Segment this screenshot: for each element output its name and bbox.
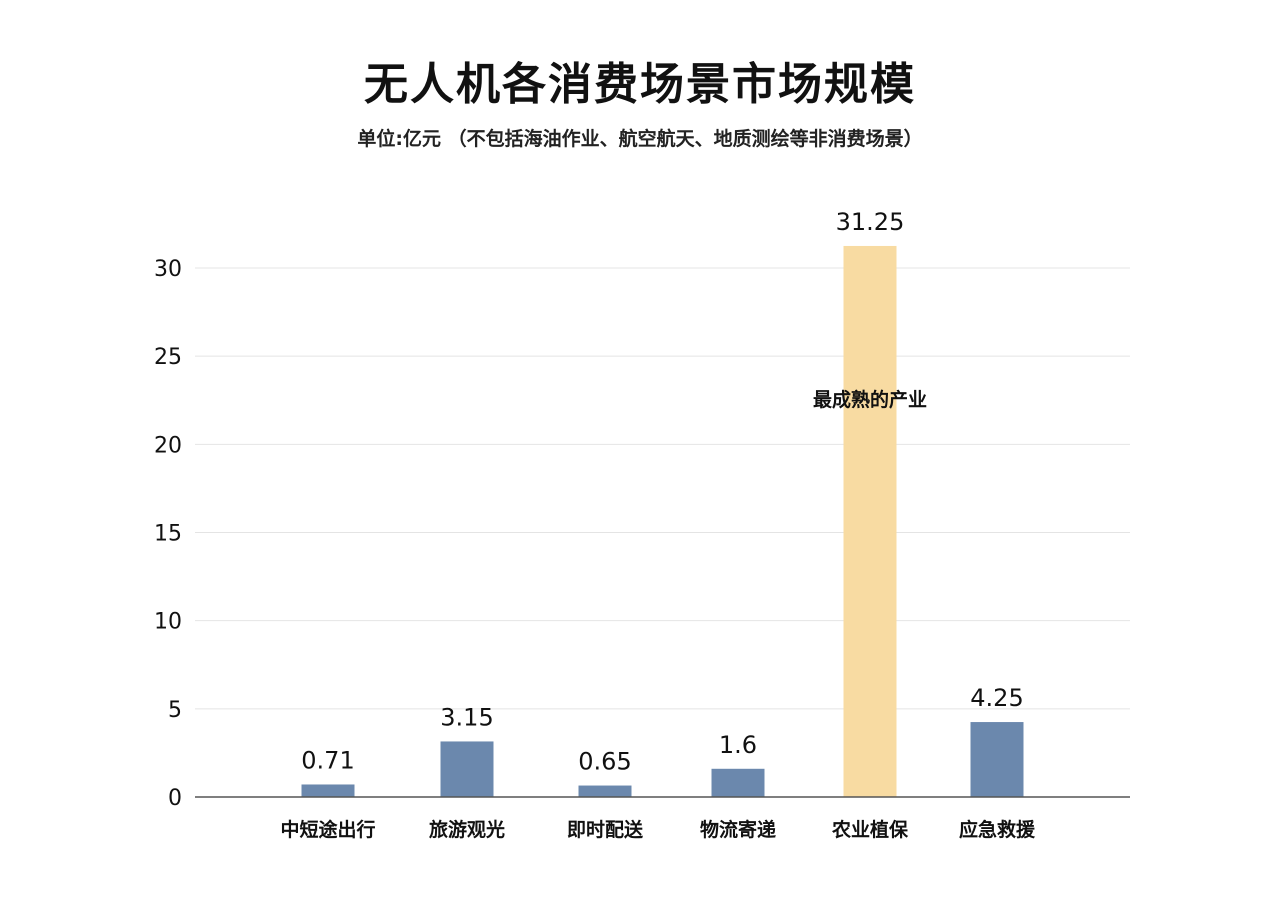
x-tick-label: 应急救援 [959, 818, 1036, 841]
bar [440, 741, 494, 797]
bar [970, 722, 1024, 797]
chart-title: 无人机各消费场景市场规模 [364, 59, 916, 110]
chart-subtitle: 单位:亿元 （不包括海油作业、航空航天、地质测绘等非消费场景） [357, 128, 923, 150]
x-tick-label: 中短途出行 [280, 818, 375, 841]
x-tick-label: 旅游观光 [429, 818, 505, 841]
y-tick-label: 0 [168, 786, 182, 811]
bar-annotation: 最成熟的产业 [813, 388, 927, 411]
y-tick-label: 5 [168, 698, 182, 723]
x-tick-label: 农业植保 [831, 818, 909, 841]
data-label: 4.25 [970, 684, 1023, 712]
bar [301, 784, 355, 797]
bar [711, 768, 765, 797]
data-label: 0.71 [301, 746, 354, 774]
y-tick-label: 25 [154, 345, 182, 370]
bar [843, 245, 897, 798]
y-tick-label: 30 [154, 257, 182, 282]
data-label: 1.6 [719, 731, 757, 759]
bar [578, 785, 632, 797]
data-label: 0.65 [578, 748, 631, 776]
y-tick-label: 20 [154, 433, 182, 458]
data-label: 3.15 [440, 703, 493, 731]
data-label: 31.25 [836, 208, 905, 236]
x-tick-label: 即时配送 [567, 818, 644, 841]
y-tick-label: 15 [154, 522, 182, 547]
y-tick-label: 10 [154, 610, 182, 635]
x-tick-label: 物流寄递 [700, 818, 776, 841]
